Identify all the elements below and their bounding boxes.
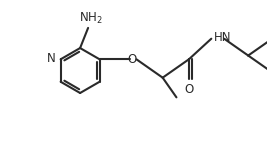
Text: O: O — [127, 53, 136, 66]
Text: N: N — [46, 52, 55, 65]
Text: HN: HN — [213, 31, 231, 44]
Text: NH$_2$: NH$_2$ — [79, 11, 103, 26]
Text: O: O — [184, 82, 194, 95]
